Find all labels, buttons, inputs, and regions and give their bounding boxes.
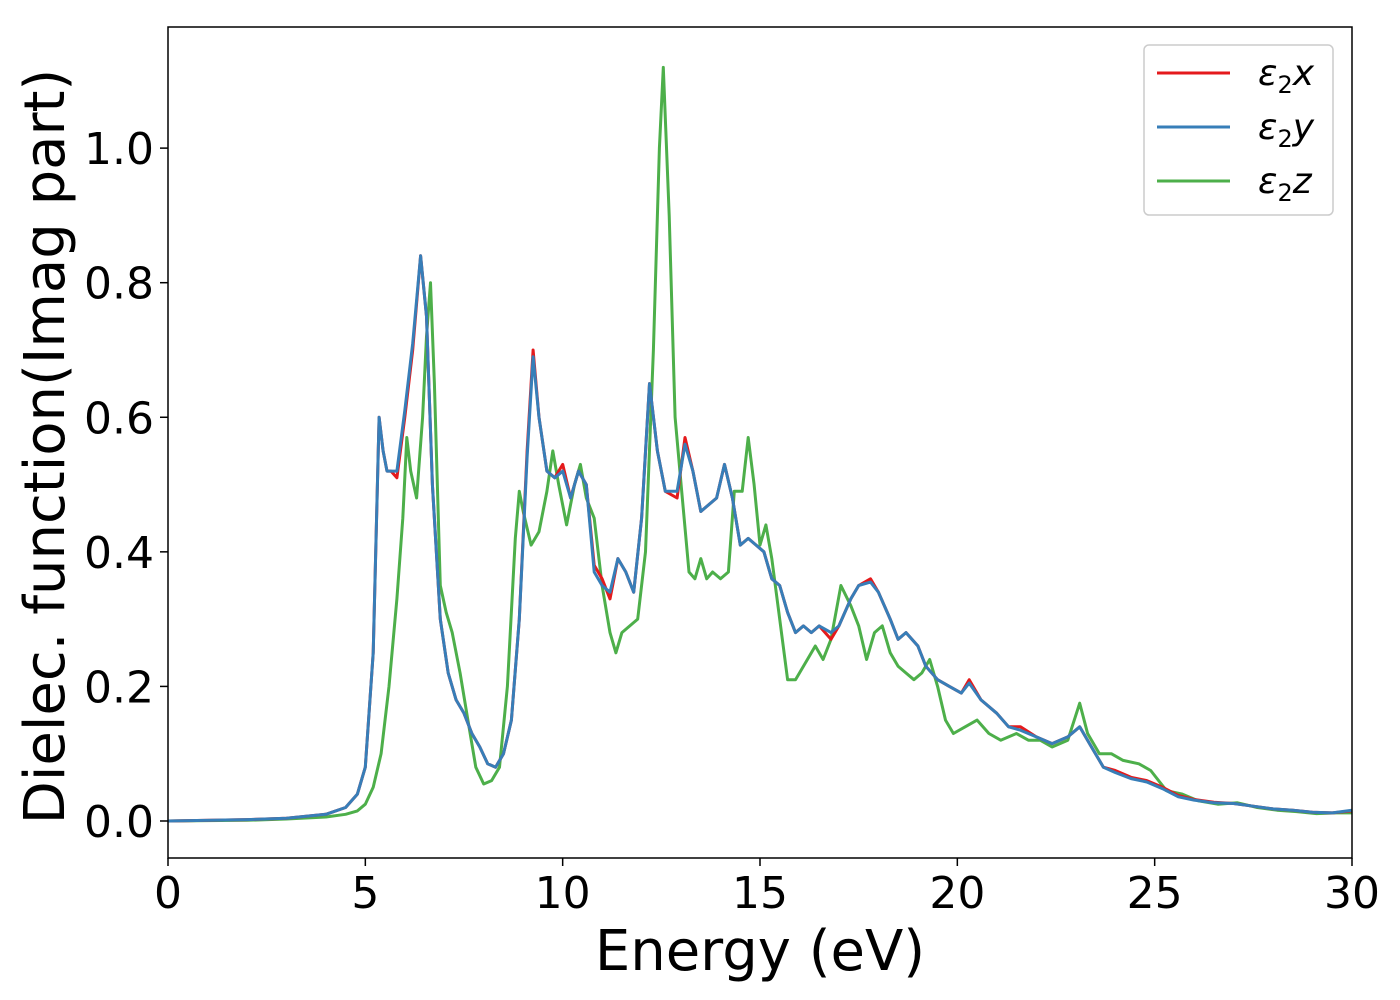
x-axis-ticks: 0 5 10 15 20 25 30 [154,858,1380,919]
x-tick-label: 20 [929,868,985,919]
y-tick-label: 0.0 [84,797,154,848]
series-line-z [168,65,1352,823]
legend-suffix: y [1292,107,1315,148]
legend-label-y: ε2y [1258,107,1315,153]
y-tick-label: 0.8 [84,259,154,310]
legend-suffix: x [1292,53,1315,94]
legend-subscript: 2 [1277,71,1292,99]
legend-label-z: ε2z [1258,161,1313,207]
y-tick-label: 0.4 [84,528,154,579]
x-tick-label: 5 [351,868,379,919]
legend-symbol: ε [1258,161,1277,202]
y-tick-label: 0.6 [84,393,154,444]
series-line-y [168,254,1352,823]
x-tick-label: 15 [732,868,788,919]
y-axis-ticks: 0.0 0.2 0.4 0.6 0.8 1.0 [84,124,168,848]
legend-label-x: ε2x [1258,53,1315,99]
x-tick-label: 10 [535,868,591,919]
x-axis-label: Energy (eV) [595,919,925,984]
y-axis-label: Dielec. function(Imag part) [13,69,78,825]
legend-subscript: 2 [1277,179,1292,207]
x-tick-label: 25 [1127,868,1183,919]
legend-symbol: ε [1258,53,1277,94]
legend-box [1143,44,1334,216]
legend-symbol: ε [1258,107,1277,148]
y-tick-label: 0.2 [84,662,154,713]
legend-subscript: 2 [1277,125,1292,153]
x-tick-label: 0 [154,868,182,919]
x-tick-label: 30 [1324,868,1380,919]
legend-suffix: z [1292,161,1313,202]
plot-lines [168,65,1352,823]
y-tick-label: 1.0 [84,124,154,175]
